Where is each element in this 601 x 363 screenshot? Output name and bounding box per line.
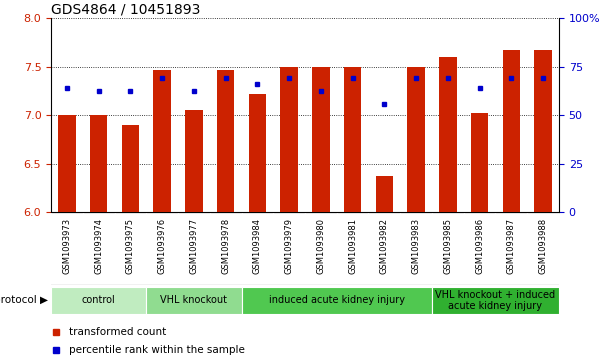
Text: GSM1093979: GSM1093979	[285, 218, 294, 274]
Bar	[432, 287, 559, 314]
Text: VHL knockout + induced
acute kidney injury: VHL knockout + induced acute kidney inju…	[435, 290, 555, 311]
Text: control: control	[82, 295, 115, 305]
Bar	[51, 287, 146, 314]
Text: GDS4864 / 10451893: GDS4864 / 10451893	[51, 3, 201, 17]
Bar	[344, 67, 361, 212]
Text: GSM1093975: GSM1093975	[126, 218, 135, 274]
Bar	[90, 115, 108, 212]
Text: protocol ▶: protocol ▶	[0, 295, 48, 305]
Text: transformed count: transformed count	[69, 327, 166, 337]
Bar	[122, 125, 139, 212]
Bar	[281, 67, 298, 212]
Bar	[502, 50, 520, 212]
Text: GSM1093985: GSM1093985	[444, 218, 453, 274]
Bar	[249, 94, 266, 212]
Bar	[407, 67, 425, 212]
Text: VHL knockout: VHL knockout	[160, 295, 227, 305]
Text: GSM1093980: GSM1093980	[316, 218, 325, 274]
Bar	[153, 70, 171, 212]
Text: GSM1093977: GSM1093977	[189, 218, 198, 274]
Text: GSM1093981: GSM1093981	[348, 218, 357, 274]
Text: GSM1093982: GSM1093982	[380, 218, 389, 274]
Bar	[242, 287, 432, 314]
Bar	[376, 176, 393, 212]
Text: GSM1093988: GSM1093988	[538, 218, 548, 274]
Bar	[185, 110, 203, 212]
Text: GSM1093978: GSM1093978	[221, 218, 230, 274]
Text: percentile rank within the sample: percentile rank within the sample	[69, 345, 245, 355]
Text: GSM1093983: GSM1093983	[412, 218, 421, 274]
Text: GSM1093974: GSM1093974	[94, 218, 103, 274]
Text: GSM1093973: GSM1093973	[63, 218, 72, 274]
Bar	[439, 57, 457, 212]
Text: GSM1093976: GSM1093976	[157, 218, 166, 274]
Text: GSM1093987: GSM1093987	[507, 218, 516, 274]
Bar	[471, 113, 488, 212]
Bar	[534, 50, 552, 212]
Text: GSM1093986: GSM1093986	[475, 218, 484, 274]
Bar	[312, 67, 329, 212]
Text: induced acute kidney injury: induced acute kidney injury	[269, 295, 404, 305]
Bar	[146, 287, 242, 314]
Text: GSM1093984: GSM1093984	[253, 218, 262, 274]
Bar	[58, 115, 76, 212]
Bar	[217, 70, 234, 212]
